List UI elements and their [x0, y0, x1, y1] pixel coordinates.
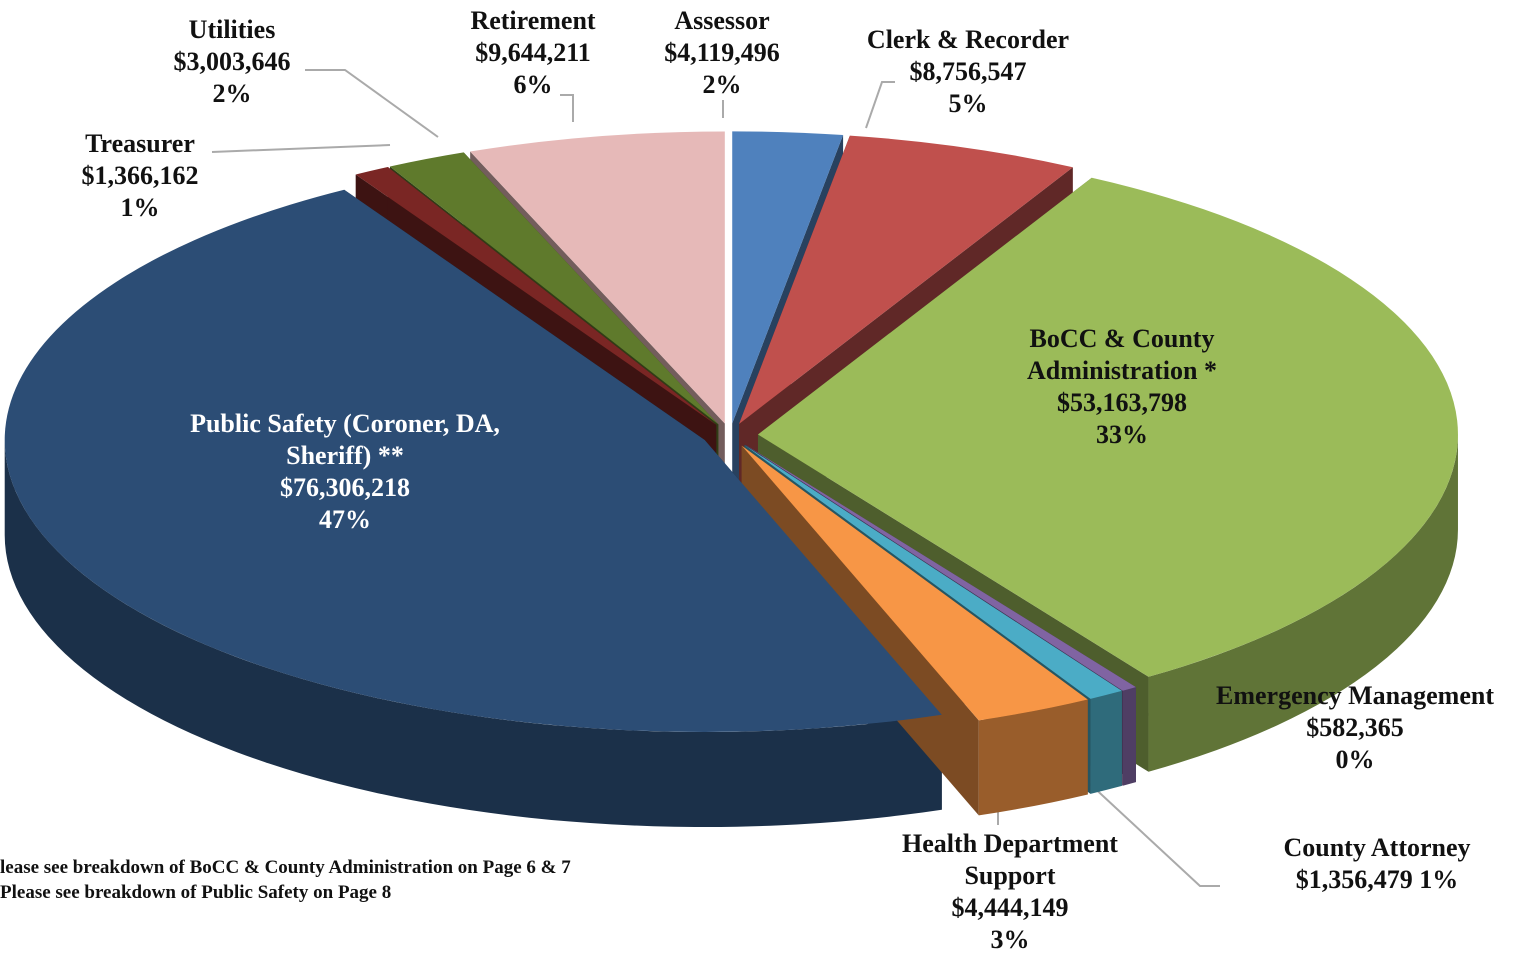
- value-label: $4,444,149: [951, 893, 1069, 922]
- leader-line: [560, 94, 574, 122]
- data-label: Utilities $3,003,646 2%: [147, 14, 317, 110]
- slice-name: BoCC & County Administration *: [1027, 324, 1217, 385]
- value-label: $8,756,547: [909, 57, 1027, 86]
- value-label: $3,003,646: [173, 47, 291, 76]
- tops: [4, 131, 1458, 733]
- value-label: $9,644,211: [475, 38, 591, 67]
- data-label: BoCC & County Administration * $53,163,79…: [962, 323, 1282, 451]
- outer-wall: [978, 699, 1088, 816]
- outer-wall: [1148, 434, 1458, 772]
- slice: [745, 444, 1136, 691]
- slice: [741, 445, 1088, 721]
- value-label: $1,356,479: [1295, 865, 1413, 894]
- slice: [389, 152, 719, 425]
- data-label: Assessor $4,119,496 2%: [622, 5, 822, 101]
- slice-name: Emergency Management: [1216, 681, 1494, 710]
- slice-name: Treasurer: [85, 129, 195, 158]
- data-label: Public Safety (Coroner, DA, Sheriff) ** $…: [175, 408, 515, 536]
- data-label: Emergency Management $582,365 0%: [1185, 680, 1525, 776]
- leader-line: [1074, 769, 1220, 887]
- footnote: lease see breakdown of BoCC & County Adm…: [0, 857, 571, 878]
- slice-name: Clerk & Recorder: [866, 25, 1070, 54]
- slice: [744, 444, 1122, 699]
- slice-name: County Attorney: [1283, 833, 1471, 862]
- data-label: County Attorney $1,356,479 1%: [1227, 832, 1527, 896]
- percent-label: 47%: [319, 505, 371, 534]
- percent-label: 2%: [212, 79, 252, 108]
- data-label: Health Department Support $4,444,149 3%: [870, 828, 1150, 956]
- data-label: Treasurer $1,366,162 1%: [55, 128, 225, 224]
- outer-wall: [4, 440, 942, 828]
- percent-label: 3%: [990, 925, 1030, 954]
- percent-label: 0%: [1335, 745, 1375, 774]
- value-label: $53,163,798: [1057, 388, 1187, 417]
- percent-label: 1%: [120, 193, 160, 222]
- percent-label: 2%: [702, 70, 742, 99]
- leader-line: [305, 69, 439, 138]
- percent-label: 6%: [513, 70, 553, 99]
- slice-name: Assessor: [674, 6, 770, 35]
- value-label: $76,306,218: [280, 473, 410, 502]
- value-label: $1,366,162: [81, 161, 199, 190]
- slice: [4, 189, 942, 733]
- leader-line: [865, 81, 895, 129]
- percent-label: 33%: [1096, 420, 1148, 449]
- data-label: Retirement $9,644,211 6%: [443, 5, 623, 101]
- outer-wall: [1122, 687, 1136, 786]
- outer-wall: [1090, 690, 1122, 794]
- slice-name: Utilities: [188, 15, 276, 44]
- slice: [470, 131, 725, 424]
- leader-line: [211, 144, 391, 153]
- value-label: $582,365: [1306, 713, 1404, 742]
- slice: [732, 131, 844, 424]
- slice: [739, 135, 1073, 424]
- percent-label: 1%: [1419, 865, 1459, 894]
- slice-name: Retirement: [470, 6, 596, 35]
- slice-name: Health Department Support: [902, 829, 1118, 890]
- slice: [355, 166, 717, 425]
- footnote: Please see breakdown of Public Safety on…: [0, 882, 392, 903]
- slice-name: Public Safety (Coroner, DA, Sheriff) **: [190, 409, 500, 470]
- data-label: Clerk & Recorder $8,756,547 5%: [828, 24, 1108, 120]
- slice: [757, 177, 1458, 677]
- value-label: $4,119,496: [664, 38, 780, 67]
- percent-label: 5%: [948, 89, 988, 118]
